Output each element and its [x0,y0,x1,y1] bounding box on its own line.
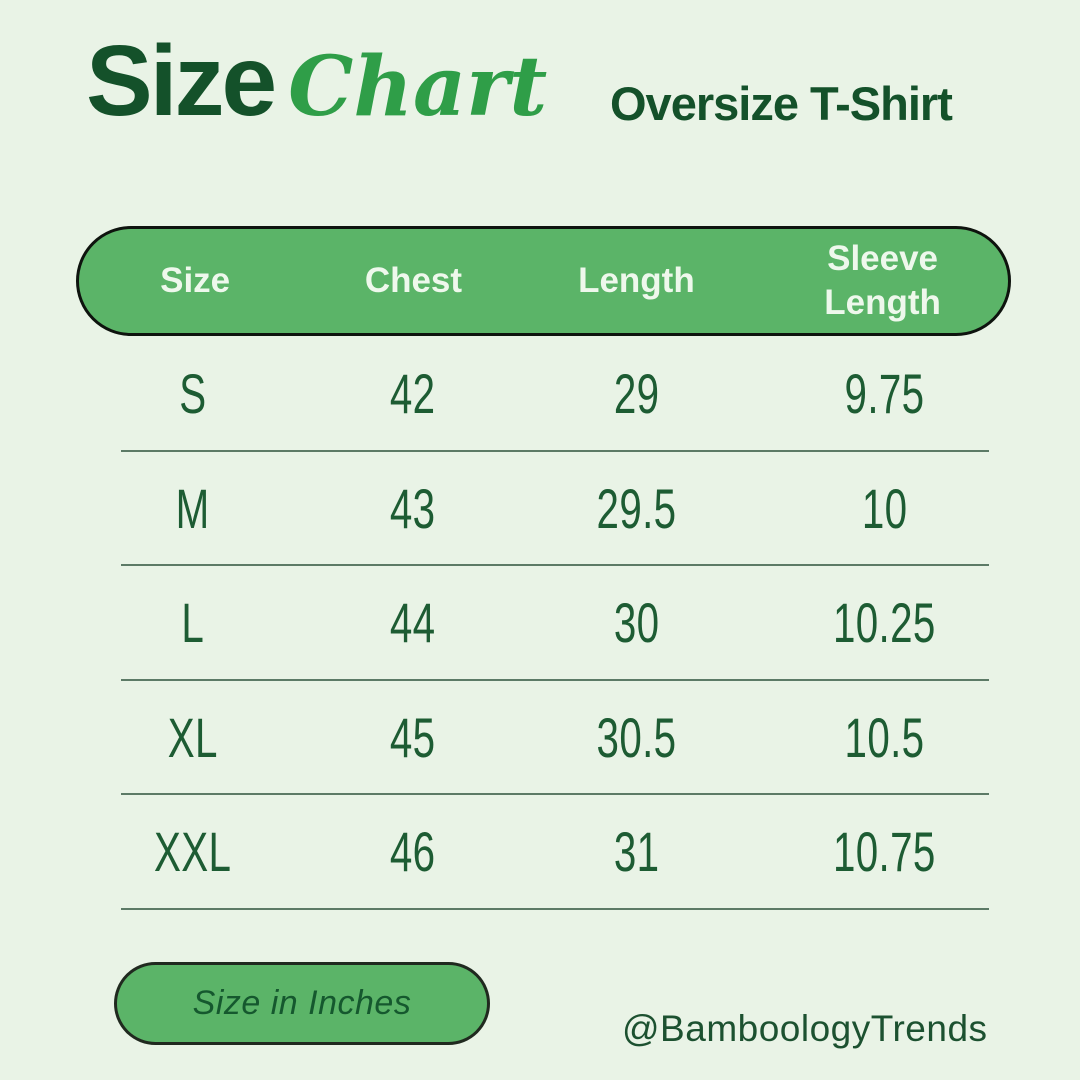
cell-size: L [181,591,205,655]
column-header-length: Length [578,261,695,301]
cell-chest: 42 [389,362,436,426]
cell-length: 29.5 [597,476,677,540]
cell-size: M [175,476,210,540]
cell-sleeve: 9.75 [844,362,925,426]
cell-length: 31 [614,820,660,884]
column-header-size: Size [160,261,231,301]
cell-length: 29 [614,362,660,426]
table-header-pill: Size Chest Length Sleeve Length [76,226,1011,336]
cell-chest: 43 [389,476,436,540]
table-row-xxl: XXL 46 31 10.75 [76,795,1011,910]
table-row-xl: XL 45 30.5 10.5 [76,681,1011,796]
page-title: Size Chart [86,24,547,139]
table-body: S 42 29 9.75 M 43 29.5 10 L 44 30 10.25 … [76,337,1011,910]
cell-sleeve: 10.5 [844,705,925,769]
table-row-m: M 43 29.5 10 [76,452,1011,567]
cell-sleeve: 10.75 [833,820,937,884]
cell-sleeve: 10.25 [833,591,937,655]
cell-length: 30.5 [597,705,677,769]
cell-chest: 45 [389,705,436,769]
column-header-sleeve-length: Sleeve Length [824,239,941,322]
title-word-size: Size [86,25,277,137]
unit-badge: Size in Inches [114,962,490,1045]
cell-chest: 44 [389,591,436,655]
cell-sleeve: 10 [861,476,908,540]
unit-badge-label: Size in Inches [192,984,412,1022]
cell-size: S [179,362,207,426]
cell-size: XXL [154,820,232,884]
cell-size: XL [167,705,218,769]
column-header-chest: Chest [364,261,463,301]
cell-chest: 46 [389,820,436,884]
cell-length: 30 [614,591,660,655]
title-word-chart: Chart [288,39,548,135]
social-handle: @BamboologyTrends [622,1008,988,1049]
product-name: Oversize T-Shirt [610,77,953,130]
table-row-l: L 44 30 10.25 [76,566,1011,681]
table-row-s: S 42 29 9.75 [76,337,1011,452]
